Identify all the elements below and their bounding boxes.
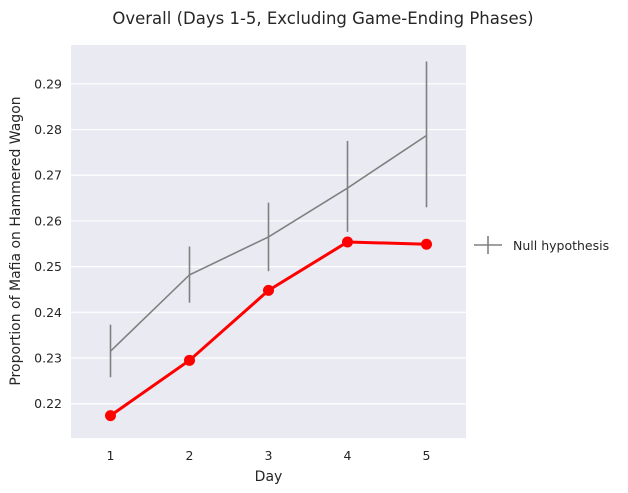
observed-point — [184, 354, 195, 366]
y-tick-label: 0.23 — [34, 351, 62, 366]
y-tick-label: 0.28 — [34, 122, 62, 137]
observed-point — [421, 238, 432, 250]
legend: Null hypothesis — [474, 236, 609, 254]
y-tick-label: 0.22 — [34, 396, 62, 411]
grid-lines — [71, 83, 466, 405]
x-tick-label: 1 — [107, 448, 115, 463]
y-tick-label: 0.25 — [34, 259, 62, 274]
x-tick-label: 2 — [186, 448, 194, 463]
observed-point — [263, 284, 274, 296]
axis-ticks: 0.22 0.23 0.24 0.25 0.26 0.27 0.28 0.29 1 2 3 4 5 — [34, 76, 430, 463]
chart-title: Overall (Days 1-5, Excluding Game-Ending… — [112, 9, 533, 28]
observed-point — [342, 236, 353, 248]
series-layer — [105, 61, 432, 422]
y-axis-label: Proportion of Mafia on Hammered Wagon — [8, 96, 24, 385]
x-tick-label: 3 — [265, 448, 273, 463]
x-axis-label: Day — [255, 469, 283, 485]
x-tick-label: 5 — [423, 448, 431, 463]
y-tick-label: 0.26 — [34, 213, 62, 228]
observed-point — [105, 410, 116, 422]
y-tick-label: 0.27 — [34, 168, 62, 183]
x-tick-label: 4 — [344, 448, 352, 463]
y-tick-label: 0.24 — [34, 305, 62, 320]
legend-label: Null hypothesis — [513, 238, 609, 253]
y-tick-label: 0.29 — [34, 76, 62, 91]
